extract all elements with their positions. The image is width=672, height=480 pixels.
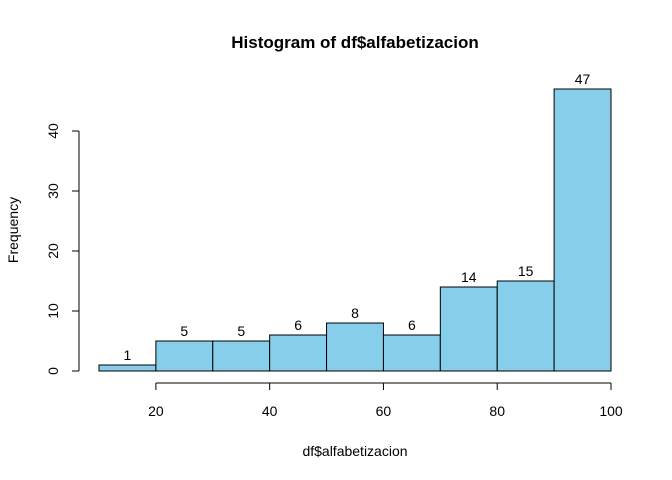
- x-tick-label: 80: [489, 403, 505, 419]
- bar-count-label-2: 5: [180, 323, 188, 339]
- histogram-bar-8: [496, 280, 555, 372]
- bar-count-label-6: 6: [408, 317, 416, 333]
- y-tick-label: 30: [45, 183, 61, 199]
- x-axis-label: df$alfabetizacion: [302, 443, 407, 459]
- y-tick-label: 40: [45, 123, 61, 139]
- histogram-bar-7: [439, 286, 498, 372]
- histogram-bar-3: [212, 340, 271, 372]
- bar-count-label-3: 5: [237, 323, 245, 339]
- x-tick-label: 60: [376, 403, 392, 419]
- histogram-bar-9: [553, 88, 612, 372]
- x-tick-label: 100: [599, 403, 623, 419]
- bars-group: [98, 88, 612, 372]
- bar-count-label-5: 8: [351, 305, 359, 321]
- bar-count-label-7: 14: [461, 269, 477, 285]
- bar-count-label-8: 15: [518, 263, 534, 279]
- histogram-bar-6: [382, 334, 441, 372]
- bar-count-label-4: 6: [294, 317, 302, 333]
- y-axis-label: Frequency: [5, 197, 21, 263]
- bar-count-label-9: 47: [575, 71, 591, 87]
- x-axis: 20 40 60 80 100: [148, 382, 623, 419]
- histogram-bar-5: [326, 322, 384, 372]
- histogram-bar-2: [155, 340, 214, 372]
- x-tick-label: 20: [148, 403, 164, 419]
- y-axis: 0 10 20 30 40: [45, 123, 80, 375]
- y-tick-label: 10: [45, 303, 61, 319]
- y-tick-label: 20: [45, 243, 61, 259]
- x-tick-label: 40: [262, 403, 278, 419]
- histogram-bar-1: [98, 364, 157, 372]
- chart-title: Histogram of df$alfabetizacion: [231, 33, 478, 52]
- bar-count-label-1: 1: [124, 347, 132, 363]
- y-tick-label: 0: [45, 367, 61, 375]
- histogram-bar-4: [269, 334, 328, 372]
